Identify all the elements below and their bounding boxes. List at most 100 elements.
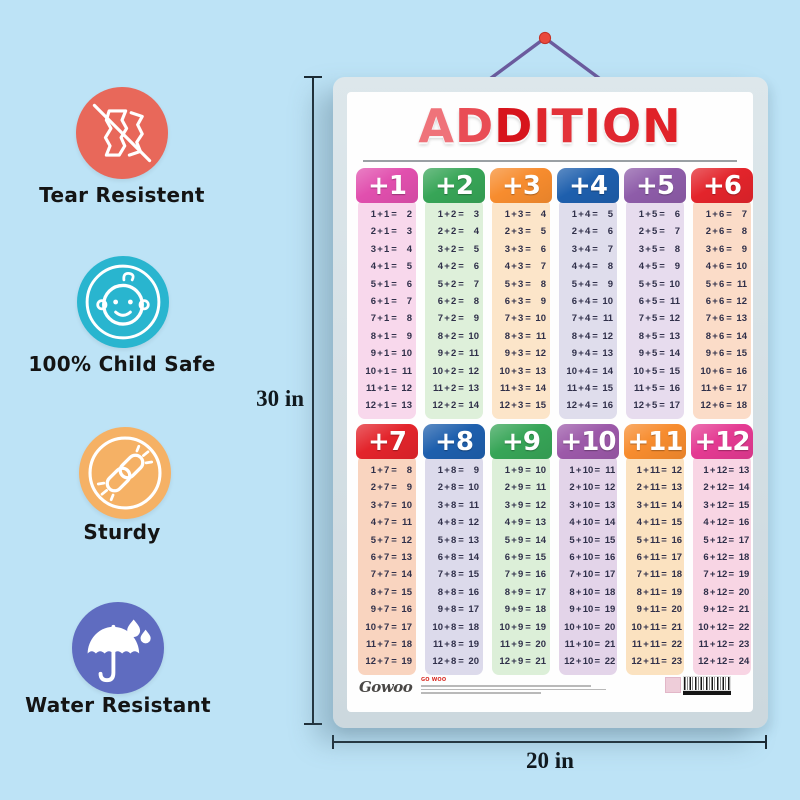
table-header: +4 bbox=[557, 168, 619, 203]
equation-row: 7 +8 = 15 bbox=[437, 569, 479, 581]
equation-row: 12 +10 = 22 bbox=[564, 656, 616, 668]
no-tear-icon bbox=[76, 87, 168, 179]
equation-row: 5 +8 = 13 bbox=[437, 534, 479, 546]
equation-row: 1 +9 = 10 bbox=[504, 465, 546, 476]
addition-table-plus-2: +2 1 +2 = 3 2 +2 = 4 3 +2 = 5 4 +2 = 6 5 +2 = 7 6 +2 = 8 7 +2 = 9 8 +2… bbox=[423, 168, 485, 419]
equation-row: 6 +8 = 14 bbox=[437, 552, 479, 564]
addition-table-plus-6: +6 1 +6 = 7 2 +6 = 8 3 +6 = 9 4 +6 = 10 5 +6 = 11 6 +6 = 12 7 +6 = 1… bbox=[691, 168, 753, 419]
equation-row: 1 +2 = 3 bbox=[437, 209, 479, 220]
equation-row: 10 +2 = 12 bbox=[432, 365, 479, 377]
table-header: +7 bbox=[356, 424, 418, 459]
equation-row: 5 +9 = 14 bbox=[504, 534, 546, 546]
width-dimension-cap-left bbox=[332, 735, 334, 749]
addition-table-plus-1: +1 1 +1 = 2 2 +1 = 3 3 +1 = 4 4 +1 = 5 5 +1 = 6 6 +1 = 7 7 +1 = 8 8 +1… bbox=[356, 168, 418, 419]
equation-row: 3 +1 = 4 bbox=[370, 243, 412, 255]
table-header: +6 bbox=[691, 168, 753, 203]
equation-row: 8 +2 = 10 bbox=[437, 330, 479, 342]
equation-row: 7 +10 = 17 bbox=[569, 569, 616, 581]
height-dimension-cap-bottom bbox=[304, 723, 322, 725]
equation-row: 2 +11 = 13 bbox=[636, 482, 683, 494]
equation-row: 12 +7 = 19 bbox=[365, 656, 412, 668]
equation-row: 7 +7 = 14 bbox=[370, 569, 412, 581]
equation-row: 8 +10 = 18 bbox=[569, 586, 616, 598]
equation-row: 11 +12 = 23 bbox=[698, 639, 750, 651]
equation-row: 9 +1 = 10 bbox=[370, 348, 412, 360]
table-body: 1 +2 = 3 2 +2 = 4 3 +2 = 5 4 +2 = 6 5 +2 = 7 6 +2 = 8 7 +2 = 9 8 +2 = 1… bbox=[425, 199, 483, 419]
equation-row: 9 +4 = 13 bbox=[571, 348, 613, 360]
equation-row: 8 +5 = 13 bbox=[638, 330, 680, 342]
equation-row: 2 +6 = 8 bbox=[705, 226, 747, 238]
addition-table-plus-11: +11 1 +11 = 12 2 +11 = 13 3 +11 = 14 4 +11 = 15 5 +11 = 16 6 +… bbox=[624, 424, 686, 675]
title-letter: T bbox=[551, 99, 584, 153]
brand-logo: Gowoo bbox=[359, 678, 413, 696]
equation-row: 10 +9 = 19 bbox=[499, 621, 546, 633]
equation-row: 5 +4 = 9 bbox=[571, 278, 613, 290]
equation-row: 10 +10 = 20 bbox=[564, 621, 616, 633]
equation-row: 9 +5 = 14 bbox=[638, 348, 680, 360]
equation-row: 11 +4 = 15 bbox=[566, 383, 613, 395]
title-letter: I bbox=[533, 99, 552, 153]
equation-row: 4 +9 = 13 bbox=[504, 517, 546, 529]
equation-row: 11 +10 = 21 bbox=[564, 639, 616, 651]
equation-row: 4 +7 = 11 bbox=[370, 517, 412, 529]
equation-row: 12 +9 = 21 bbox=[499, 656, 546, 668]
publisher-name: GO WOO bbox=[421, 677, 447, 683]
equation-row: 1 +6 = 7 bbox=[705, 209, 747, 220]
equation-row: 3 +11 = 14 bbox=[636, 499, 683, 511]
equation-row: 1 +8 = 9 bbox=[437, 465, 479, 476]
table-header: +8 bbox=[423, 424, 485, 459]
title-letter: I bbox=[583, 99, 602, 153]
table-body: 1 +10 = 11 2 +10 = 12 3 +10 = 13 4 +10 = 14 5 +10 = 15 6 +10 =… bbox=[559, 455, 617, 675]
equation-row: 4 +3 = 7 bbox=[504, 261, 546, 273]
poster-paper: ADDITION +1 1 +1 = 2 2 +1 = 3 3 +1 = 4 4 +1 = 5 5 +1 = 6 6 +1 =… bbox=[347, 92, 753, 712]
height-dimension-label: 30 in bbox=[256, 386, 304, 411]
equation-row: 12 +2 = 14 bbox=[432, 400, 479, 412]
equation-row: 4 +10 = 14 bbox=[569, 517, 616, 529]
height-dimension-cap-top bbox=[304, 76, 322, 78]
equation-row: 2 +9 = 11 bbox=[504, 482, 546, 494]
equation-row: 7 +4 = 11 bbox=[571, 313, 613, 325]
equation-row: 9 +8 = 17 bbox=[437, 604, 479, 616]
equation-row: 10 +8 = 18 bbox=[432, 621, 479, 633]
addition-table-plus-8: +8 1 +8 = 9 2 +8 = 10 3 +8 = 11 4 +8 = 12 5 +8 = 13 6 +8 = 14 7 +8… bbox=[423, 424, 485, 675]
equation-row: 5 +1 = 6 bbox=[370, 278, 412, 290]
equation-row: 8 +4 = 12 bbox=[571, 330, 613, 342]
title-divider bbox=[363, 160, 737, 162]
addition-tables-row-1: +1 1 +1 = 2 2 +1 = 3 3 +1 = 4 4 +1 = 5 5 +1 = 6 6 +1 = 7 7 +1 = 8 8 +1… bbox=[356, 168, 753, 419]
equation-row: 3 +7 = 10 bbox=[370, 499, 412, 511]
equation-row: 12 +4 = 16 bbox=[566, 400, 613, 412]
address-line bbox=[421, 688, 606, 690]
addition-table-plus-5: +5 1 +5 = 6 2 +5 = 7 3 +5 = 8 4 +5 = 9 5 +5 = 10 6 +5 = 11 7 +5 = 12… bbox=[624, 168, 686, 419]
equation-row: 9 +7 = 16 bbox=[370, 604, 412, 616]
equation-row: 5 +10 = 15 bbox=[569, 534, 616, 546]
addition-table-plus-12: +12 1 +12 = 13 2 +12 = 14 3 +12 = 15 4 +12 = 16 5 +12 = 17 6 +… bbox=[691, 424, 753, 675]
address-line bbox=[421, 685, 591, 687]
equation-row: 2 +7 = 9 bbox=[370, 482, 412, 494]
equation-row: 1 +11 = 12 bbox=[636, 465, 683, 476]
equation-row: 5 +3 = 8 bbox=[504, 278, 546, 290]
equation-row: 10 +6 = 16 bbox=[700, 365, 747, 377]
equation-row: 8 +3 = 11 bbox=[504, 330, 546, 342]
table-body: 1 +3 = 4 2 +3 = 5 3 +3 = 6 4 +3 = 7 5 +3 = 8 6 +3 = 9 7 +3 = 10 8 +3 =… bbox=[492, 199, 550, 419]
width-dimension-line bbox=[332, 741, 767, 743]
equation-row: 9 +12 = 21 bbox=[703, 604, 750, 616]
equation-row: 3 +4 = 7 bbox=[571, 243, 613, 255]
equation-row: 12 +1 = 13 bbox=[365, 400, 412, 412]
barcode-band bbox=[683, 691, 731, 695]
equation-row: 3 +8 = 11 bbox=[437, 499, 479, 511]
baby-face-icon bbox=[77, 256, 169, 348]
equation-row: 9 +3 = 12 bbox=[504, 348, 546, 360]
equation-row: 12 +5 = 17 bbox=[633, 400, 680, 412]
equation-row: 9 +10 = 19 bbox=[569, 604, 616, 616]
table-body: 1 +7 = 8 2 +7 = 9 3 +7 = 10 4 +7 = 11 5 +7 = 12 6 +7 = 13 7 +7 = 14… bbox=[358, 455, 416, 675]
equation-row: 8 +8 = 16 bbox=[437, 586, 479, 598]
equation-row: 6 +1 = 7 bbox=[370, 296, 412, 308]
equation-row: 6 +11 = 17 bbox=[636, 552, 683, 564]
equation-row: 1 +1 = 2 bbox=[370, 209, 412, 220]
title-letter: D bbox=[494, 99, 534, 153]
title-letter: O bbox=[602, 99, 643, 153]
addition-tables-row-2: +7 1 +7 = 8 2 +7 = 9 3 +7 = 10 4 +7 = 11 5 +7 = 12 6 +7 = 13 7 +7 =… bbox=[356, 424, 753, 675]
equation-row: 12 +12 = 24 bbox=[698, 656, 750, 668]
poster-title: ADDITION bbox=[347, 100, 753, 152]
table-body: 1 +12 = 13 2 +12 = 14 3 +12 = 15 4 +12 = 16 5 +12 = 17 6 +12 =… bbox=[693, 455, 751, 675]
